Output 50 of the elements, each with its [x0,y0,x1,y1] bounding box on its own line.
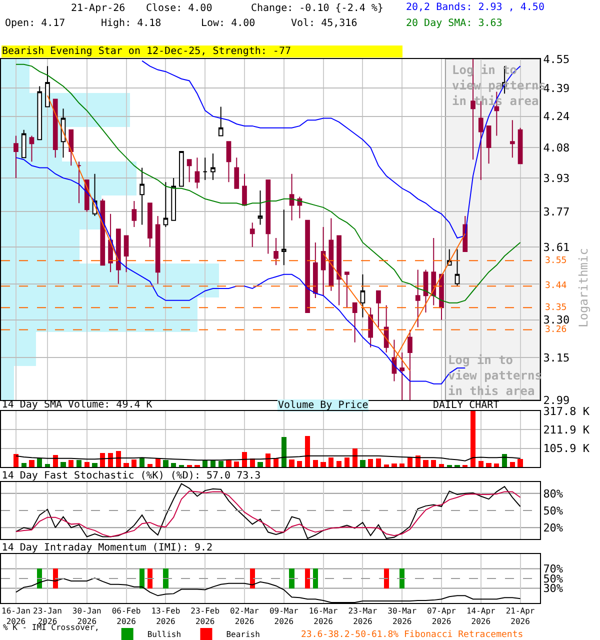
y-tick-label: 105.9 K [543,442,590,456]
text: 20,2 Bands: 2.93 , 4.50 [406,2,544,13]
y-tick-label: 4.08 [543,141,570,154]
chart-title: 14 Day Intraday Momentum (IMI): 9.2 [2,542,213,554]
text: High: 4.18 [101,18,162,29]
x-tick-label: 06-Feb 2026 [112,606,141,626]
text: Change: -0.10 {-2.4 %} [251,3,384,14]
y-tick-label: 211.9 K [543,424,590,437]
y-tick-label: 80% [543,487,564,500]
y-tick-label: 3.15 [543,352,570,365]
x-tick-label: 13-Feb 2026 [151,606,180,626]
x-tick-label: 02-Mar 2026 [230,606,260,626]
x-tick-label: 23-Feb 2026 [190,606,220,626]
text: 20 Day SMA: 3.63 [406,18,502,29]
y-tick-label: 20% [543,521,564,534]
x-tick-label: 30-Mar 2026 [388,606,417,626]
ref-line-label: 3.44 [545,281,567,291]
x-tick-label: 16-Jan 2026 [2,606,31,626]
y-tick-label: 317.8 K [543,404,590,418]
y-tick-label: 3.61 [543,240,570,254]
y-tick-label: 3.77 [543,206,570,219]
x-tick-label: 14-Apr 2026 [466,606,496,626]
y-tick-label: 3.93 [543,172,570,185]
y-tick-label: 4.39 [543,82,570,95]
y-tick-label: 4.55 [543,52,570,66]
x-tick-label: 30-Jan 2026 [72,606,102,626]
text: Bearish Evening Star on 12-Dec-25, Strength: -77 [2,46,291,57]
y-tick-label: 4.24 [543,110,570,124]
text: Low: 4.00 [201,18,256,29]
y-tick-label: 2.99 [543,394,570,407]
text: Close: 4.00 [146,3,212,14]
x-tick-label: 16-Mar 2026 [308,606,338,626]
x-tick-label: 21-Apr 2026 [506,606,535,626]
annotation: DAILY CHART [433,400,500,411]
x-tick-label: 23-Mar 2026 [348,606,378,626]
y-tick-label: 50% [543,504,564,518]
y-axis-title: Logarithmic [576,248,590,328]
text: 21-Apr-26 [71,3,126,14]
x-tick-label: 07-Apr 2026 [427,606,456,626]
text: Open: 4.17 [5,18,66,29]
text: Vol: 45,316 [291,18,358,29]
legend-label: Bullish [147,630,182,640]
ref-line-label: 3.35 [545,303,567,313]
text: 23.6-38.2-50-61.8% Fibonacci Retracements [301,630,524,640]
ref-line-label: 3.26 [545,325,567,335]
annotation: Volume By Price [278,400,368,411]
x-tick-label: 09-Mar 2026 [269,606,299,626]
chart-title: 14 Day Fast Stochastic (%K) (%D): 57.0 73.3 [2,470,261,482]
legend-label: Bearish [226,630,260,640]
ref-line-label: 3.55 [545,256,567,266]
